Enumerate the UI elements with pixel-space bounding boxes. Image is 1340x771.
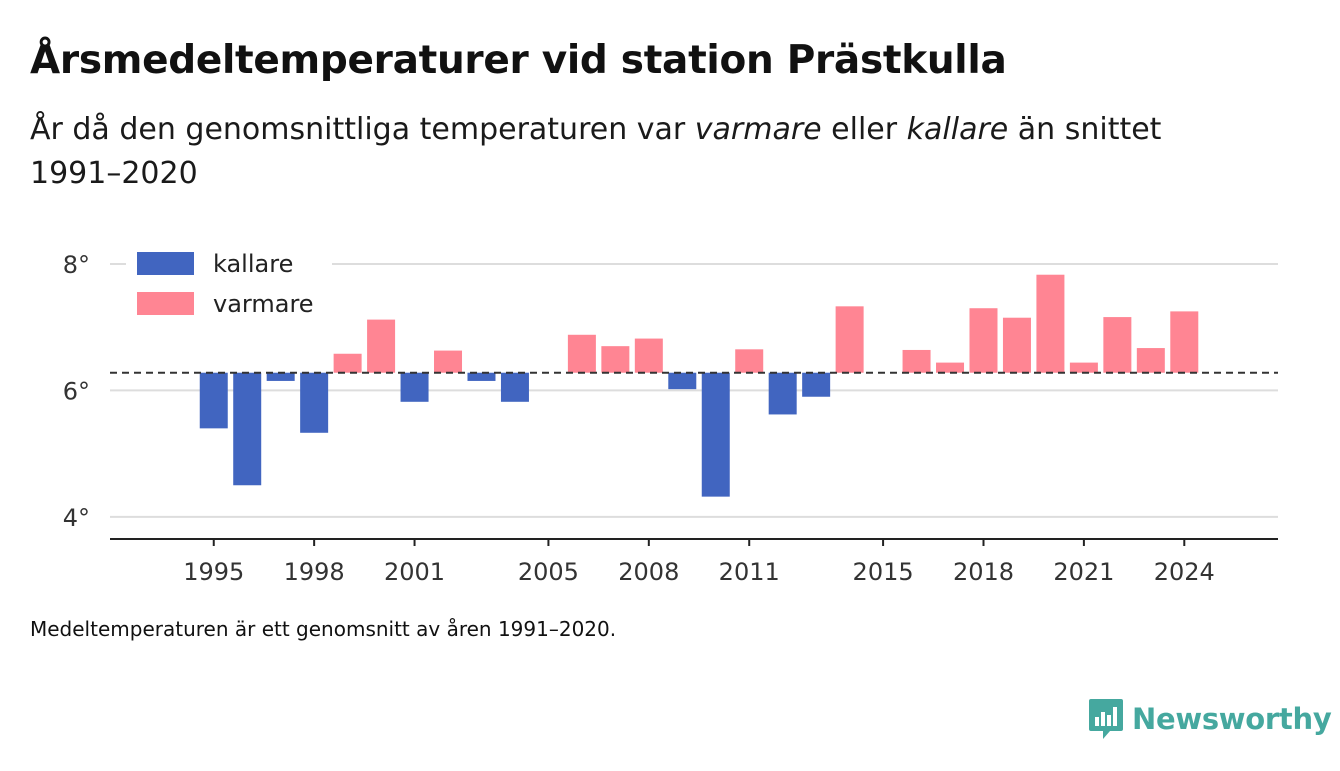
subtitle-part1: År då den genomsnittliga temperaturen va… bbox=[30, 112, 695, 147]
y-tick-label: 6° bbox=[63, 377, 90, 405]
subtitle-warmer-word: varmare bbox=[694, 112, 822, 147]
bar-colder bbox=[467, 372, 496, 381]
x-tick-label: 2024 bbox=[1154, 558, 1215, 586]
newsworthy-logo-text: Newsworthy bbox=[1132, 702, 1332, 736]
bar-chart: 4° 6° 8° 1995 1998 2001 2005 2008 2011 2015 2018 20… bbox=[63, 242, 1278, 586]
bar-warmer bbox=[969, 308, 998, 373]
bar-colder bbox=[701, 372, 730, 497]
subtitle-colder-word: kallare bbox=[906, 112, 1009, 147]
subtitle-part2: eller bbox=[821, 112, 907, 147]
x-tick-label: 2008 bbox=[618, 558, 679, 586]
bar-warmer bbox=[1170, 311, 1199, 373]
bar-warmer bbox=[333, 353, 362, 373]
bar-warmer bbox=[902, 349, 931, 373]
bar-warmer bbox=[1103, 317, 1132, 373]
newsworthy-logo: Newsworthy bbox=[1088, 697, 1332, 741]
legend-swatch-kallare bbox=[137, 252, 194, 275]
newsworthy-logo-icon bbox=[1089, 699, 1123, 739]
x-tick-label: 1998 bbox=[284, 558, 345, 586]
legend-swatch-varmare bbox=[137, 292, 194, 315]
bar-warmer bbox=[835, 306, 864, 373]
x-tick-label: 2015 bbox=[853, 558, 914, 586]
bar-warmer bbox=[367, 319, 396, 373]
bar-colder bbox=[768, 372, 797, 415]
bar-colder bbox=[199, 372, 228, 429]
bar-colder bbox=[400, 372, 429, 402]
bar-warmer bbox=[1036, 274, 1065, 373]
chart-note: Medeltemperaturen är ett genomsnitt av å… bbox=[30, 617, 617, 641]
bar-warmer bbox=[1136, 348, 1165, 373]
bar-warmer bbox=[936, 362, 965, 373]
legend-label-kallare: kallare bbox=[213, 250, 293, 278]
chart-subtitle: År då den genomsnittliga temperaturen va… bbox=[30, 108, 1250, 196]
bar-warmer bbox=[434, 350, 463, 373]
bar-warmer bbox=[634, 338, 663, 373]
bar-warmer bbox=[1069, 362, 1098, 373]
bar-colder bbox=[266, 372, 295, 381]
y-tick-label: 8° bbox=[63, 251, 90, 279]
bar-colder bbox=[233, 372, 262, 486]
legend-label-varmare: varmare bbox=[213, 290, 314, 318]
bar-colder bbox=[300, 372, 329, 433]
x-tick-label: 1995 bbox=[183, 558, 244, 586]
x-tick-label: 2018 bbox=[953, 558, 1014, 586]
x-tick-label: 2021 bbox=[1053, 558, 1114, 586]
x-tick-label: 2011 bbox=[719, 558, 780, 586]
chart-title: Årsmedeltemperaturer vid station Prästku… bbox=[30, 38, 1007, 83]
bar-colder bbox=[802, 372, 831, 397]
bar-warmer bbox=[601, 346, 630, 373]
bar-colder bbox=[668, 372, 697, 390]
bar-warmer bbox=[1002, 317, 1031, 373]
x-tick-label: 2005 bbox=[518, 558, 579, 586]
bar-colder bbox=[500, 372, 529, 402]
bar-warmer bbox=[567, 334, 596, 373]
subtitle-part3: än snittet 1991–2020 bbox=[30, 112, 1162, 191]
bar-warmer bbox=[735, 349, 764, 373]
x-tick-label: 2001 bbox=[384, 558, 445, 586]
y-tick-label: 4° bbox=[63, 504, 90, 532]
